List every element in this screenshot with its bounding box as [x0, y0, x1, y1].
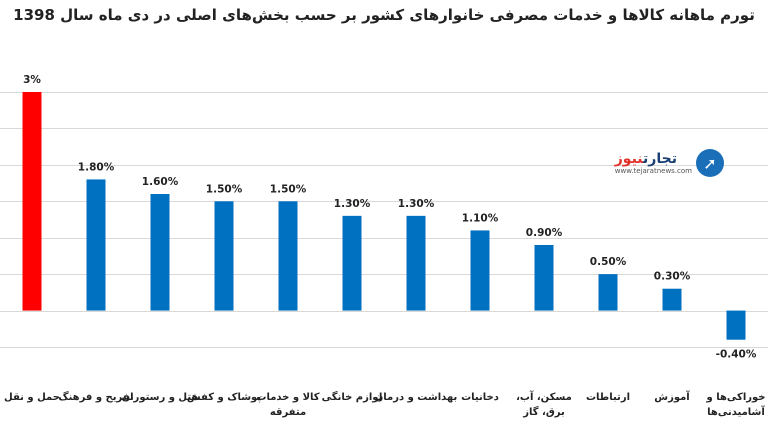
logo-name-main: تجارت: [643, 151, 677, 167]
bar: [726, 310, 746, 340]
chart-title: تورم ماهانه کالاها و خدمات مصرفی خانواره…: [13, 6, 755, 24]
data-label: 1.10%: [462, 212, 499, 224]
logo-url: www.tejaratnews.com: [614, 167, 692, 175]
data-label: 1.60%: [142, 176, 179, 188]
publisher-logo: ➚ تجارتنیوز www.tejaratnews.com: [612, 146, 724, 180]
logo-icon: ➚: [696, 149, 724, 177]
logo-name-accent: نیوز: [614, 151, 644, 167]
category-label: متفرقه: [270, 407, 306, 418]
category-label: پوشاک و کفش: [187, 392, 261, 403]
category-label: برق، گاز: [522, 405, 565, 418]
bar: [150, 194, 170, 311]
category-label: حمل و نقل: [4, 392, 60, 403]
category-label: بهداشت و درمان: [375, 392, 458, 403]
category-label: خوراکی‌ها و: [706, 392, 766, 403]
category-label: ارتباطات: [586, 392, 630, 403]
category-label: دخانیات: [461, 392, 499, 403]
data-label: 0.50%: [590, 256, 627, 268]
category-label: تفریح و فرهنگ: [58, 391, 134, 403]
data-label: 1.50%: [270, 183, 307, 195]
data-label: -0.40%: [716, 349, 757, 361]
data-label: 1.30%: [334, 198, 371, 210]
data-label: 1.80%: [78, 161, 115, 173]
data-label: 0.90%: [526, 227, 563, 239]
bar: [662, 288, 682, 311]
bar: [22, 92, 42, 311]
category-label: مسکن، آب،: [516, 390, 572, 403]
data-label: 0.30%: [654, 271, 691, 283]
bar: [534, 245, 554, 311]
category-label: آشامیدنی‌ها: [707, 405, 765, 418]
category-label: لوازم خانگی: [322, 390, 383, 403]
bar: [86, 179, 106, 311]
bar: [406, 215, 426, 311]
bar: [342, 215, 362, 311]
data-label: 1.30%: [398, 198, 435, 210]
data-label: 1.50%: [206, 183, 243, 195]
bar: [598, 274, 618, 311]
bar: [470, 230, 490, 311]
category-label: آموزش: [654, 390, 690, 403]
category-label: کالا و خدمات: [256, 392, 319, 403]
data-label: 3%: [23, 74, 41, 86]
bar: [278, 201, 298, 311]
category-label: هتل و رستوران: [122, 392, 199, 403]
bar: [214, 201, 234, 311]
